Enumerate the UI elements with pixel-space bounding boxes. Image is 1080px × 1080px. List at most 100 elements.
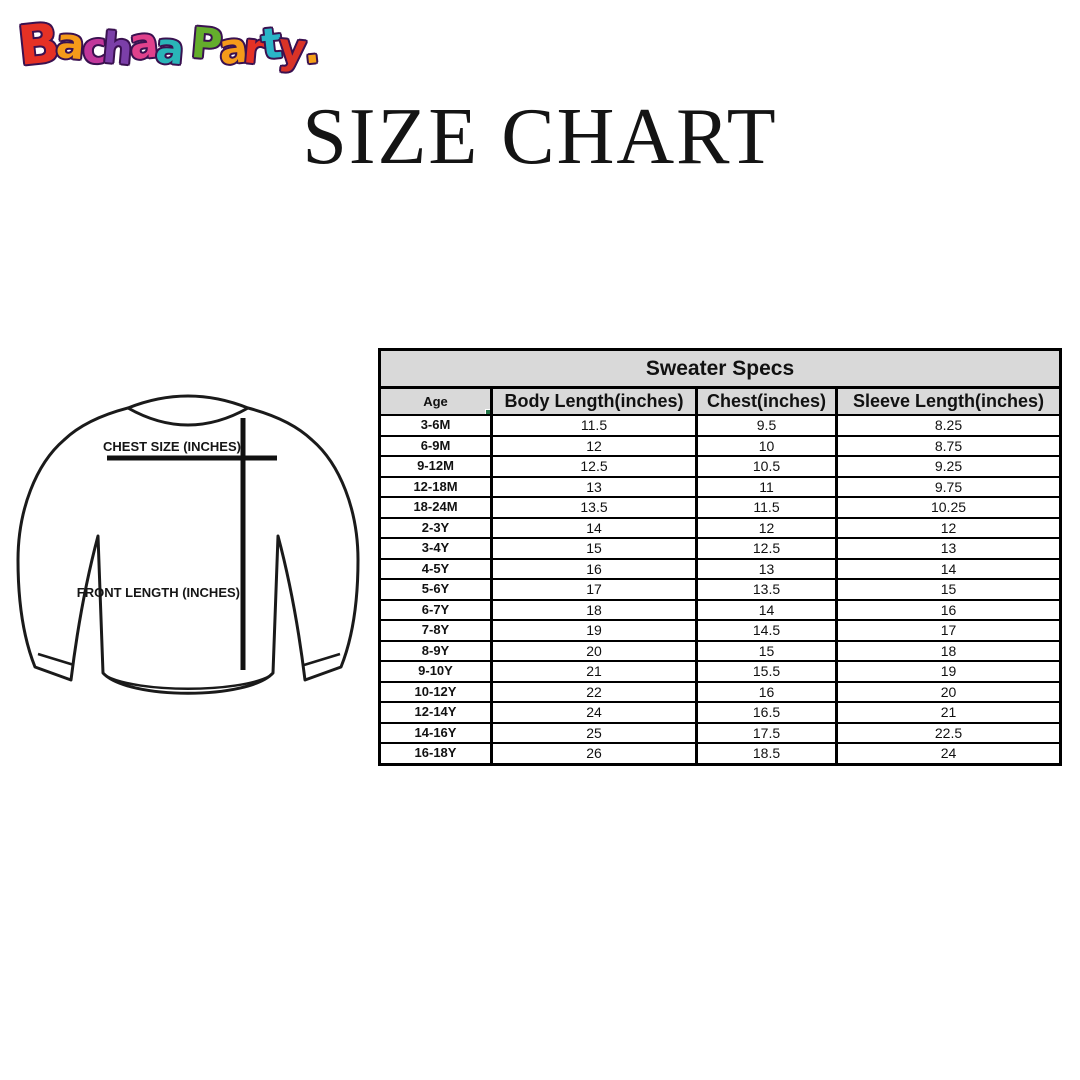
value-cell: 15 bbox=[695, 639, 838, 662]
sweater-diagram: CHEST SIZE (INCHES) FRONT LENGTH (INCHES… bbox=[16, 394, 360, 695]
age-cell: 9-12M bbox=[378, 455, 493, 478]
table-row: 2-3Y 14 12 12 bbox=[378, 516, 1063, 539]
value-cell: 16.5 bbox=[695, 701, 838, 724]
age-cell: 7-8Y bbox=[378, 619, 493, 642]
table-row: 9-10Y 21 15.5 19 bbox=[378, 660, 1063, 683]
value-cell: 26 bbox=[490, 742, 698, 765]
column-header-age: Age bbox=[378, 386, 493, 416]
logo-letter: . bbox=[300, 23, 319, 74]
value-cell: 12 bbox=[834, 516, 1063, 539]
value-cell: 22 bbox=[490, 680, 698, 703]
value-cell: 9.75 bbox=[834, 475, 1063, 498]
value-cell: 12 bbox=[490, 434, 698, 457]
value-cell: 12 bbox=[695, 516, 838, 539]
value-cell: 20 bbox=[834, 680, 1063, 703]
value-cell: 13 bbox=[695, 557, 838, 580]
value-cell: 13 bbox=[834, 537, 1063, 560]
value-cell: 24 bbox=[490, 701, 698, 724]
age-cell: 9-10Y bbox=[378, 660, 493, 683]
value-cell: 21 bbox=[490, 660, 698, 683]
value-cell: 21 bbox=[834, 701, 1063, 724]
age-cell: 3-6M bbox=[378, 414, 493, 437]
value-cell: 8.75 bbox=[834, 434, 1063, 457]
value-cell: 13 bbox=[490, 475, 698, 498]
age-cell: 14-16Y bbox=[378, 721, 493, 744]
value-cell: 9.25 bbox=[834, 455, 1063, 478]
value-cell: 10.5 bbox=[695, 455, 838, 478]
age-cell: 6-7Y bbox=[378, 598, 493, 621]
table-row: 18-24M 13.5 11.5 10.25 bbox=[378, 496, 1063, 519]
size-chart-table: Sweater Specs Age Body Length(inches) Ches… bbox=[377, 348, 1063, 766]
page-title: SIZE CHART bbox=[302, 93, 778, 181]
age-cell: 5-6Y bbox=[378, 578, 493, 601]
brand-logo: Bachaa Party. bbox=[15, 8, 319, 88]
value-cell: 14 bbox=[834, 557, 1063, 580]
table-row: 4-5Y 16 13 14 bbox=[378, 557, 1063, 580]
table-row: 16-18Y 26 18.5 24 bbox=[378, 742, 1063, 765]
value-cell: 19 bbox=[490, 619, 698, 642]
table-title-row: Sweater Specs bbox=[377, 348, 1063, 389]
value-cell: 8.25 bbox=[834, 414, 1063, 437]
table-row: 3-4Y 15 12.5 13 bbox=[378, 537, 1063, 560]
age-cell: 2-3Y bbox=[378, 516, 493, 539]
age-cell: 4-5Y bbox=[378, 557, 493, 580]
sweater-cuff-line-right bbox=[303, 652, 341, 667]
table-row: 14-16Y 25 17.5 22.5 bbox=[378, 721, 1063, 744]
column-header-sleeve-length-inches: Sleeve Length(inches) bbox=[834, 386, 1063, 416]
chest-size-label: CHEST SIZE (INCHES) bbox=[103, 439, 241, 454]
value-cell: 15 bbox=[834, 578, 1063, 601]
value-cell: 16 bbox=[695, 680, 838, 703]
value-cell: 20 bbox=[490, 639, 698, 662]
age-cell: 12-14Y bbox=[378, 701, 493, 724]
value-cell: 13.5 bbox=[490, 496, 698, 519]
value-cell: 10.25 bbox=[834, 496, 1063, 519]
value-cell: 12.5 bbox=[695, 537, 838, 560]
value-cell: 25 bbox=[490, 721, 698, 744]
value-cell: 9.5 bbox=[695, 414, 838, 437]
column-header-row: Age Body Length(inches) Chest(inches) Sleev… bbox=[378, 386, 1063, 416]
value-cell: 22.5 bbox=[834, 721, 1063, 744]
value-cell: 17 bbox=[490, 578, 698, 601]
value-cell: 11.5 bbox=[695, 496, 838, 519]
value-cell: 15.5 bbox=[695, 660, 838, 683]
value-cell: 12.5 bbox=[490, 455, 698, 478]
table-title: Sweater Specs bbox=[377, 348, 1063, 389]
table-row: 8-9Y 20 15 18 bbox=[378, 639, 1063, 662]
value-cell: 10 bbox=[695, 434, 838, 457]
value-cell: 13.5 bbox=[695, 578, 838, 601]
table-row: 6-7Y 18 14 16 bbox=[378, 598, 1063, 621]
value-cell: 15 bbox=[490, 537, 698, 560]
value-cell: 17.5 bbox=[695, 721, 838, 744]
table-row: 6-9M 12 10 8.75 bbox=[378, 434, 1063, 457]
value-cell: 18 bbox=[834, 639, 1063, 662]
table-row: 9-12M 12.5 10.5 9.25 bbox=[378, 455, 1063, 478]
value-cell: 18.5 bbox=[695, 742, 838, 765]
value-cell: 11.5 bbox=[490, 414, 698, 437]
age-cell: 6-9M bbox=[378, 434, 493, 457]
value-cell: 18 bbox=[490, 598, 698, 621]
value-cell: 17 bbox=[834, 619, 1063, 642]
age-cell: 12-18M bbox=[378, 475, 493, 498]
sweater-cuff-line-left bbox=[37, 652, 75, 667]
table-row: 12-14Y 24 16.5 21 bbox=[378, 701, 1063, 724]
value-cell: 14 bbox=[490, 516, 698, 539]
sweater-outline-shape bbox=[16, 406, 360, 695]
column-header-body-length-inches: Body Length(inches) bbox=[490, 386, 698, 416]
value-cell: 11 bbox=[695, 475, 838, 498]
age-cell: 18-24M bbox=[378, 496, 493, 519]
value-cell: 16 bbox=[834, 598, 1063, 621]
value-cell: 14 bbox=[695, 598, 838, 621]
value-cell: 14.5 bbox=[695, 619, 838, 642]
age-cell: 8-9Y bbox=[378, 639, 493, 662]
sweater-collar-shape bbox=[126, 394, 250, 427]
age-cell: 10-12Y bbox=[378, 680, 493, 703]
front-length-label: FRONT LENGTH (INCHES) bbox=[77, 585, 240, 600]
table-row: 5-6Y 17 13.5 15 bbox=[378, 578, 1063, 601]
value-cell: 24 bbox=[834, 742, 1063, 765]
sweater-hem-line bbox=[105, 674, 271, 690]
table-row: 3-6M 11.5 9.5 8.25 bbox=[378, 414, 1063, 437]
age-cell: 3-4Y bbox=[378, 537, 493, 560]
column-header-chest-inches: Chest(inches) bbox=[695, 386, 838, 416]
age-cell: 16-18Y bbox=[378, 742, 493, 765]
